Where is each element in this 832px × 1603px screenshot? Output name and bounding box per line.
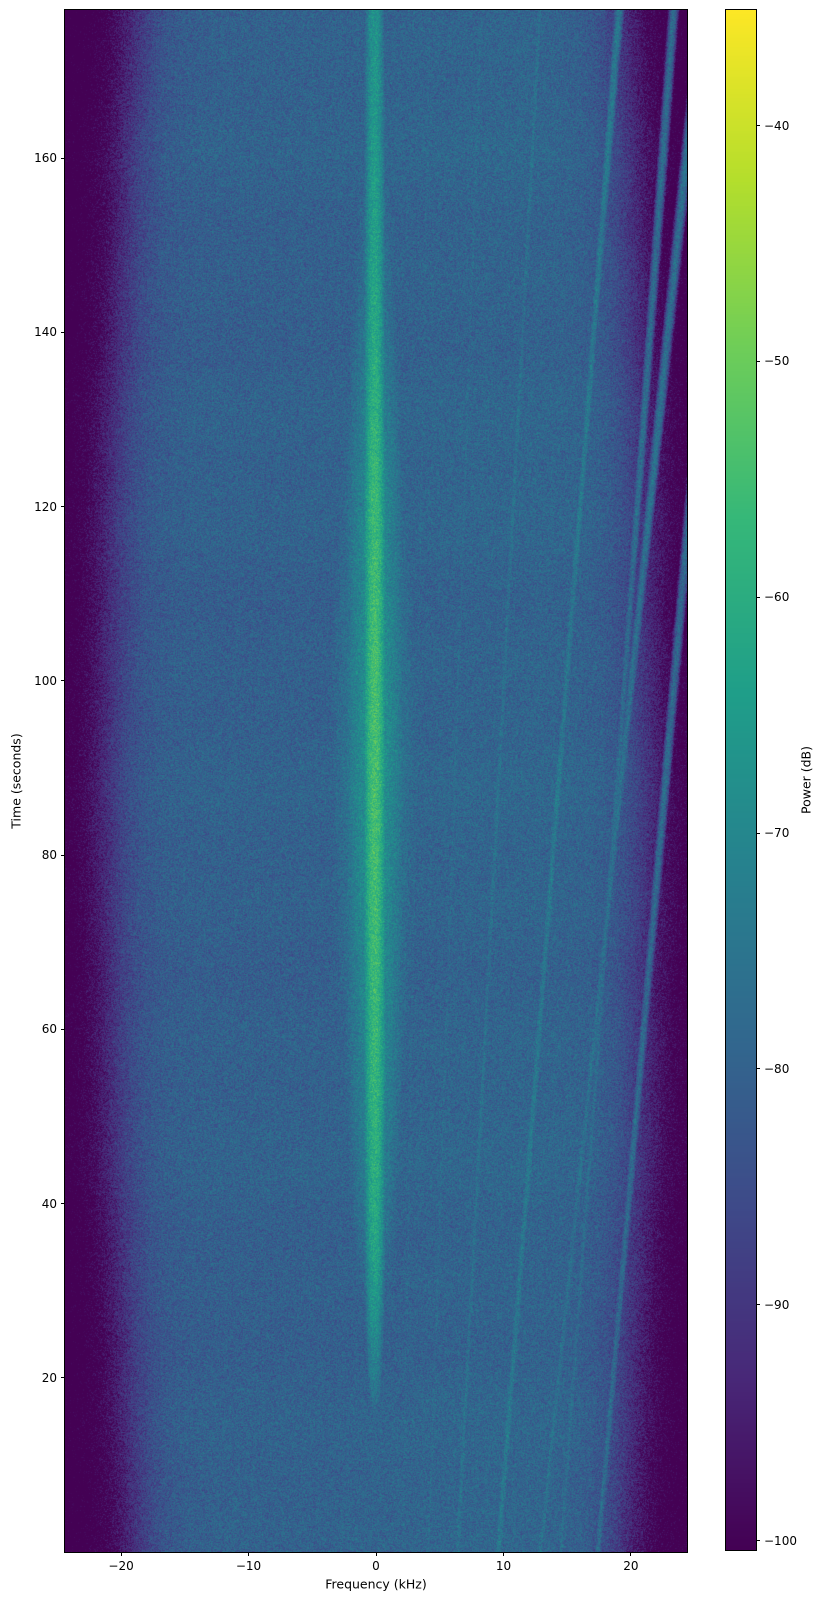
colorbar-tick-label: −40 xyxy=(764,118,790,133)
colorbar-tick-mark xyxy=(756,832,760,834)
y-tick-mark xyxy=(61,506,65,508)
x-axis-label: Frequency (kHz) xyxy=(325,1576,427,1592)
colorbar xyxy=(725,9,757,1551)
colorbar-tick-mark xyxy=(756,1304,760,1306)
y-tick-mark xyxy=(61,1028,65,1030)
y-tick-label: 60 xyxy=(41,1022,57,1037)
plot-area xyxy=(64,9,688,1553)
y-tick-mark xyxy=(61,680,65,682)
x-tick-mark xyxy=(120,1552,122,1556)
y-tick-label: 20 xyxy=(41,1370,57,1385)
colorbar-gradient xyxy=(726,10,756,1550)
x-tick-mark xyxy=(630,1552,632,1556)
x-tick-label: 10 xyxy=(495,1559,512,1573)
y-tick-mark xyxy=(61,854,65,856)
spectrogram-heatmap xyxy=(65,10,687,1552)
y-tick-label: 140 xyxy=(34,325,57,340)
x-tick-mark xyxy=(375,1552,377,1556)
colorbar-tick-mark xyxy=(756,1540,760,1542)
y-tick-mark xyxy=(61,1203,65,1205)
colorbar-tick-label: −90 xyxy=(764,1297,790,1312)
x-tick-label: −10 xyxy=(235,1559,262,1573)
x-tick-label: 0 xyxy=(372,1559,380,1573)
x-tick-label: −20 xyxy=(108,1559,134,1573)
y-tick-label: 80 xyxy=(41,848,57,863)
x-tick-mark xyxy=(248,1552,250,1556)
colorbar-tick-mark xyxy=(756,596,760,598)
colorbar-tick-mark xyxy=(756,1068,760,1070)
colorbar-tick-label: −100 xyxy=(764,1533,797,1548)
y-tick-label: 40 xyxy=(41,1196,57,1211)
y-tick-label: 160 xyxy=(34,151,57,166)
y-tick-mark xyxy=(61,157,65,159)
x-tick-mark xyxy=(502,1552,504,1556)
y-tick-mark xyxy=(61,331,65,333)
y-tick-label: 100 xyxy=(34,673,57,688)
colorbar-tick-mark xyxy=(756,125,760,127)
colorbar-tick-label: −70 xyxy=(764,826,790,841)
colorbar-tick-label: −60 xyxy=(764,590,790,605)
colorbar-tick-label: −50 xyxy=(764,354,790,369)
y-tick-label: 120 xyxy=(34,499,57,514)
colorbar-tick-label: −80 xyxy=(764,1061,790,1076)
y-tick-mark xyxy=(61,1377,65,1379)
colorbar-label: Power (dB) xyxy=(798,745,814,815)
y-axis-label: Time (seconds) xyxy=(8,733,24,829)
colorbar-tick-mark xyxy=(756,360,760,362)
x-tick-label: 20 xyxy=(623,1559,639,1573)
